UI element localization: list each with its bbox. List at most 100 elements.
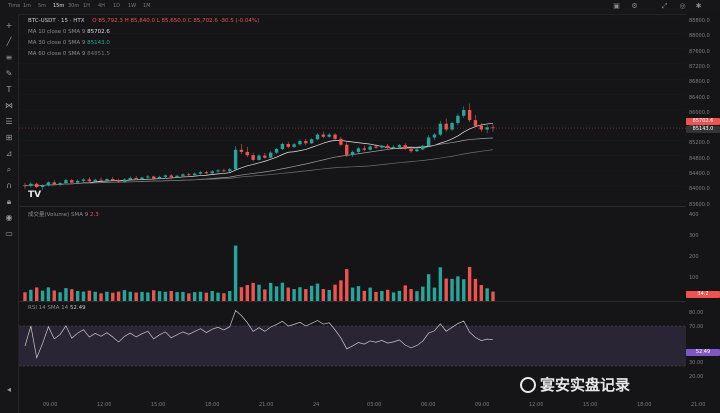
volume-bar (467, 266, 472, 301)
rsi-legend[interactable]: RSI 14 SMA 14 52.49 (28, 305, 86, 311)
timeframe-1H[interactable]: 1H (83, 3, 90, 9)
horizontal-lines-icon[interactable]: ≡ (5, 53, 13, 62)
volume-bar (409, 289, 413, 301)
pane-divider-rsi[interactable] (19, 301, 720, 302)
volume-bar (175, 292, 179, 301)
ma-price-badge: 85143.0 (686, 126, 720, 133)
timeframe-5m[interactable]: 5m (38, 3, 47, 9)
candle-body (491, 127, 495, 129)
time-tick-label: 06:00 (421, 402, 436, 408)
ma1-legend[interactable]: MA 10 close 0 SMA 9 85702.6 (28, 29, 110, 35)
candle-body (280, 143, 285, 150)
trendline-icon[interactable]: ╱ (6, 37, 12, 46)
candle-body (204, 172, 209, 174)
candle-body (228, 169, 232, 172)
candle-body (122, 179, 127, 182)
candle-body (456, 115, 460, 124)
symbol-name[interactable]: BTC-USDT · 15 · HTX (28, 18, 85, 24)
candle-body (23, 185, 27, 186)
volume-bar (46, 287, 51, 301)
volume-badge: 34.2 (686, 291, 720, 298)
timeframe-Time[interactable]: Time (8, 3, 21, 9)
candle-body (40, 185, 45, 188)
candle-body (386, 145, 390, 148)
candle-body (356, 148, 361, 152)
candle-body (473, 120, 478, 126)
candle-body (421, 145, 425, 150)
candle-body (438, 123, 443, 135)
volume-bar (87, 290, 92, 301)
volume-bar (274, 286, 279, 301)
volume-bar (192, 292, 197, 301)
text-icon[interactable]: T (6, 85, 12, 94)
top-toolbar: Time 1m 5m 15m 30m 1H 4H 1D 1W 1M ▣ ⚙ ⤢ ◎ ✱ (0, 0, 720, 15)
time-tick-label: 09:00 (475, 402, 490, 408)
candle-body (29, 183, 33, 186)
candle-body (64, 180, 68, 184)
volume-bar (421, 286, 425, 301)
ma3-legend[interactable]: MA 60 close 0 SMA 9 84851.5 (28, 51, 110, 57)
volume-bar (380, 291, 384, 301)
fullscreen-icon[interactable]: ⤢ (661, 2, 668, 10)
timeframe-4H[interactable]: 4H (98, 3, 105, 9)
time-axis[interactable]: 09:00 12:00 15:00 18:00 21:00 24 03:00 06:00 09:… (19, 399, 705, 413)
candle-body (239, 149, 244, 152)
candle-body (70, 180, 74, 183)
timeframe-1M[interactable]: 1M (143, 3, 151, 9)
trash-icon[interactable]: ▭ (5, 229, 13, 238)
candle-body (397, 145, 402, 147)
crosshair-icon[interactable]: + (5, 21, 13, 30)
timeframe-1D[interactable]: 1D (113, 3, 121, 9)
magnet-icon[interactable]: ∩ (6, 181, 12, 190)
volume-bar (216, 292, 220, 301)
volume-bar (362, 290, 366, 301)
brush-icon[interactable]: ✎ (5, 69, 13, 78)
price-tick-label: 87600.0 (689, 48, 710, 55)
zoom-icon[interactable]: ⌕ (6, 165, 12, 174)
timeframe-30m[interactable]: 30m (68, 3, 80, 9)
chart-canvas[interactable] (19, 14, 686, 399)
price-axis[interactable]: 88800.0 88000.0 87600.0 87200.0 86800.0 86400… (686, 14, 720, 399)
volume-bar (456, 276, 460, 301)
volume-bar (432, 287, 437, 301)
price-tick-label: 86800.0 (689, 79, 710, 86)
price-tick-label: 84400.0 (689, 171, 710, 177)
collapse-icon[interactable]: ◂ (6, 385, 11, 394)
timeframe-15m[interactable]: 15m (53, 3, 65, 9)
volume-bar (64, 288, 68, 301)
timeframe-1W[interactable]: 1W (128, 3, 137, 9)
pattern-icon[interactable]: ⋈ (5, 101, 13, 110)
eye-icon[interactable]: ◉ (5, 213, 13, 222)
candle-body (274, 149, 279, 153)
candle-body (111, 179, 115, 181)
pane-divider-volume[interactable] (19, 206, 720, 207)
watermark-logo-icon (520, 377, 536, 393)
volume-bar (263, 289, 267, 301)
candle-body (286, 143, 290, 147)
camera-icon[interactable]: ▣ (613, 2, 620, 10)
candle-body (187, 174, 191, 176)
volume-bar (181, 291, 185, 301)
volume-bar (462, 279, 466, 301)
candle-body (175, 175, 179, 178)
candle-body (52, 182, 56, 185)
ma10-line (24, 122, 494, 187)
timeframe-1m[interactable]: 1m (23, 3, 32, 9)
candle-body (467, 110, 472, 121)
volume-bar (111, 292, 115, 301)
candle-body (116, 180, 121, 182)
price-tick-label: 85200.0 (689, 140, 710, 147)
candle-body (374, 146, 378, 148)
gear-icon[interactable]: ✱ (695, 2, 702, 10)
snapshot-icon[interactable]: ◎ (679, 2, 686, 10)
volume-bar (222, 293, 226, 301)
settings-icon[interactable]: ⚙ (631, 2, 638, 10)
candle-body (304, 141, 308, 144)
fib-icon[interactable]: ☰ (5, 117, 13, 126)
volume-legend[interactable]: 成交量(Volume) SMA 9 2.3 (28, 212, 99, 218)
projection-icon[interactable]: ⊞ (5, 133, 13, 142)
ruler-icon[interactable]: ⊿ (5, 149, 13, 158)
lock-icon[interactable]: 🔒︎ (6, 197, 12, 206)
ma2-legend[interactable]: MA 30 close 0 SMA 9 85143.0 (28, 40, 110, 46)
volume-bar (286, 287, 290, 301)
